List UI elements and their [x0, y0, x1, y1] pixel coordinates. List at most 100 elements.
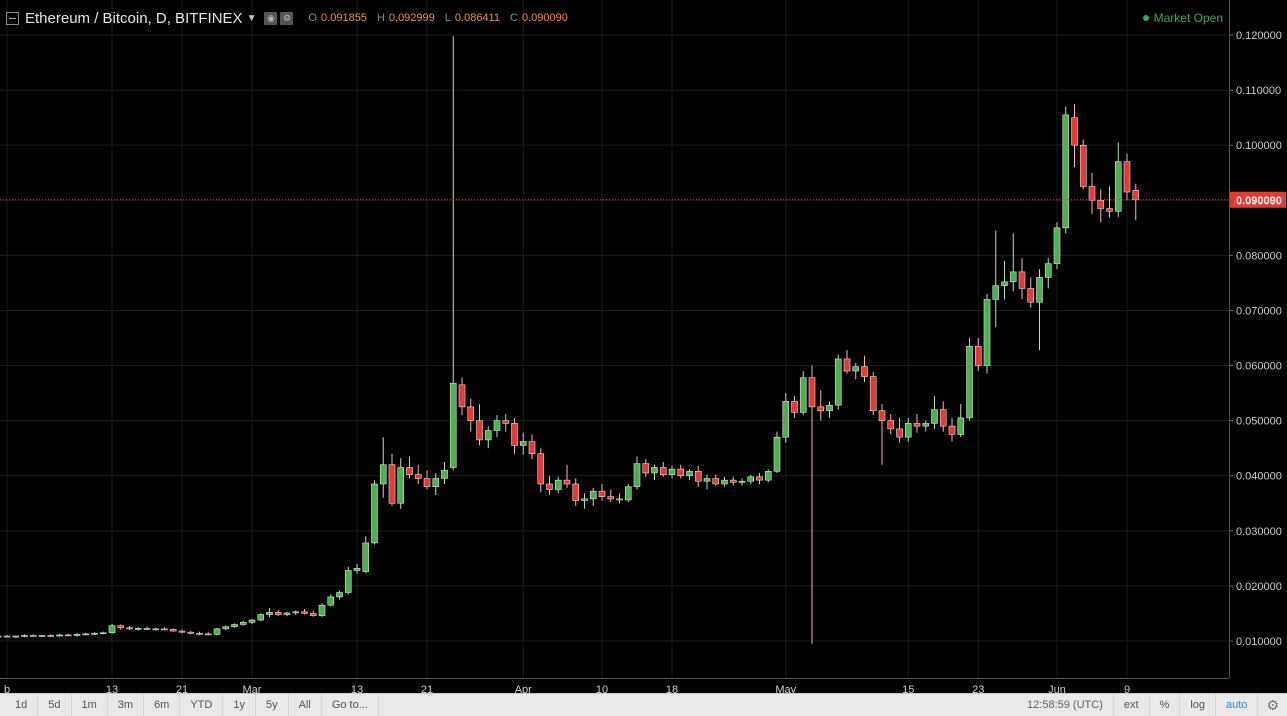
candle	[257, 613, 265, 622]
candle	[624, 483, 632, 503]
symbol-title[interactable]: Ethereum / Bitcoin, D, BITFINEX	[25, 9, 243, 27]
goto-date-button[interactable]: Go to...	[322, 694, 379, 716]
candle	[458, 377, 466, 416]
candle	[616, 493, 623, 504]
close-value: 0.090090	[521, 12, 568, 24]
candle	[563, 464, 571, 488]
candle-body	[957, 417, 965, 435]
candle-series	[0, 36, 1140, 644]
candle	[406, 456, 413, 479]
ext-toggle[interactable]: ext	[1112, 694, 1149, 716]
collapse-legend-button[interactable]	[6, 11, 19, 25]
range-ytd-button[interactable]: YTD	[180, 694, 224, 716]
candle-body	[476, 420, 483, 441]
candle-body	[344, 570, 352, 593]
candle-body	[441, 469, 448, 479]
candle-body	[773, 436, 781, 472]
candle-body	[309, 613, 317, 616]
candle-body	[204, 633, 212, 636]
candle	[1132, 183, 1140, 221]
price-axis[interactable]: 0.010000 0.020000 0.030000 0.040000 0.050000…	[1229, 0, 1282, 678]
candle	[694, 465, 702, 487]
candle-body	[642, 463, 650, 474]
candle	[353, 563, 361, 574]
price-tick-label: 0.030000	[1236, 526, 1282, 538]
price-tick-label: 0.120000	[1236, 30, 1282, 42]
price-tick-label: 0.010000	[1236, 636, 1282, 648]
candle-body	[178, 630, 186, 633]
candle-body	[651, 467, 658, 474]
candle-body	[738, 480, 746, 483]
candle	[581, 493, 588, 509]
candle	[974, 338, 982, 372]
candle-body	[764, 471, 772, 481]
candle-body	[598, 490, 606, 497]
candle-body	[458, 384, 466, 408]
candle	[887, 414, 895, 435]
candle-body	[213, 628, 221, 635]
candle	[939, 401, 947, 432]
candle	[204, 632, 212, 636]
candle	[668, 465, 676, 479]
chevron-down-icon[interactable]: ▼	[246, 12, 257, 24]
range-all-button[interactable]: All	[289, 694, 322, 716]
candle	[47, 634, 55, 637]
candle	[1044, 258, 1052, 289]
last-price-line: 0.090090	[0, 191, 1286, 208]
range-1d-button[interactable]: 1d	[0, 694, 39, 716]
settings-gear-icon[interactable]: ⚙	[1257, 694, 1287, 716]
candle-body	[843, 358, 851, 372]
candle-body	[56, 634, 63, 637]
candle	[869, 372, 877, 416]
candle-body	[668, 468, 676, 475]
percent-toggle[interactable]: %	[1148, 694, 1180, 716]
range-5y-button[interactable]: 5y	[256, 694, 289, 716]
auto-toggle[interactable]: auto	[1215, 694, 1257, 716]
candle-body	[388, 464, 396, 504]
candle	[1009, 233, 1017, 292]
chart-header: Ethereum / Bitcoin, D, BITFINEX ▼ ◉ ⚙ O …	[0, 0, 1230, 36]
price-tick-label: 0.090000	[1236, 195, 1282, 207]
candle-body	[502, 420, 510, 424]
clock-time[interactable]: 12:58:59 (UTC)	[1027, 699, 1103, 711]
candle-body	[196, 632, 203, 635]
candle	[117, 624, 125, 630]
candle	[1088, 172, 1096, 215]
candle	[983, 293, 991, 374]
candle-body	[887, 420, 895, 430]
range-3m-button[interactable]: 3m	[108, 694, 145, 716]
candle-body	[572, 483, 580, 501]
candle-body	[721, 479, 728, 485]
range-6m-button[interactable]: 6m	[144, 694, 181, 716]
candle-body	[537, 453, 545, 485]
candle	[362, 536, 370, 574]
candle	[187, 631, 195, 635]
candle-body	[756, 476, 763, 481]
log-toggle[interactable]: log	[1179, 694, 1215, 716]
candle	[1123, 153, 1131, 201]
gear-icon[interactable]: ⚙	[280, 11, 294, 25]
candle-body	[397, 467, 405, 504]
candle	[834, 354, 842, 410]
eye-icon[interactable]: ◉	[264, 11, 278, 25]
candle	[896, 417, 903, 443]
candle	[161, 627, 168, 631]
candle	[12, 635, 20, 638]
candle	[607, 489, 615, 503]
range-1m-button[interactable]: 1m	[72, 694, 108, 716]
candle-body	[82, 633, 90, 636]
candle-body	[519, 441, 527, 446]
candle-body	[686, 471, 693, 477]
candle	[659, 461, 667, 477]
range-5d-button[interactable]: 5d	[38, 694, 72, 716]
candle	[546, 475, 553, 496]
range-1y-button[interactable]: 1y	[223, 694, 256, 716]
candle	[178, 629, 186, 634]
candle-body	[922, 423, 930, 427]
candle-body	[1132, 190, 1140, 201]
candle-body	[12, 635, 20, 638]
candle	[29, 634, 37, 637]
candle	[948, 417, 956, 442]
candle-body	[791, 401, 798, 413]
